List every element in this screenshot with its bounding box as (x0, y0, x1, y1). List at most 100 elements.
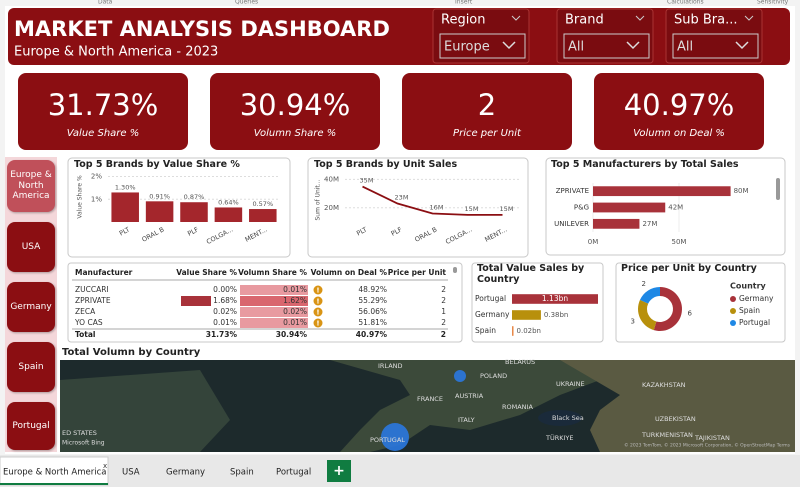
bar[interactable] (593, 186, 731, 197)
chevron (744, 15, 754, 21)
data-label: 42M (668, 204, 683, 212)
nav-button[interactable]: Spain (7, 342, 55, 392)
bar[interactable] (512, 310, 541, 320)
bar[interactable] (111, 192, 139, 222)
chart-title: Total Value Sales by Country (477, 263, 585, 285)
ribbon-label: Queries (235, 0, 258, 6)
table-cell: 55.29% (358, 296, 387, 305)
map-label: ED STATES (62, 429, 97, 437)
data-label: 16M (430, 203, 444, 211)
add-tab-icon[interactable]: + (333, 463, 345, 479)
map-label: IRLAND (378, 362, 403, 370)
bar[interactable] (214, 207, 243, 222)
chart-title: Top 5 Brands by Unit Sales (314, 159, 458, 170)
chart-title: Price per Unit by Country (621, 263, 757, 274)
donut-slice[interactable] (637, 299, 657, 331)
y-tick-label: 2% (91, 173, 102, 181)
bar[interactable] (512, 326, 514, 336)
map-copyright: © 2023 TomTom, © 2023 Microsoft Corporat… (624, 442, 791, 449)
map-land (560, 360, 795, 452)
map-label: TURKMENISTAN (641, 431, 693, 439)
bar[interactable] (593, 218, 640, 229)
table-cell: 56.06% (358, 307, 387, 316)
legend-label: Germany (739, 294, 774, 303)
data-label: 80M (734, 187, 749, 195)
add-tab[interactable] (327, 460, 351, 482)
category-label: Portugal (475, 294, 506, 303)
scrollbar[interactable] (776, 178, 780, 200)
page-tab[interactable] (0, 456, 109, 486)
warning-mark: ! (316, 298, 319, 306)
kpi-label: Volumn on Deal % (633, 128, 725, 139)
bar[interactable] (249, 209, 277, 222)
map-label: ROMANIA (502, 403, 533, 411)
chevron (502, 41, 516, 50)
nav-button[interactable]: Europe & North America (7, 160, 55, 212)
table-total: Total (75, 330, 96, 339)
page-tab[interactable] (218, 457, 262, 485)
data-label: 0.87% (184, 193, 205, 201)
donut-slice[interactable] (653, 287, 682, 331)
table-cell: YO CAS (74, 318, 103, 327)
map-label: TAJIKISTAN (694, 434, 730, 442)
line (362, 185, 503, 216)
tab-close[interactable]: x (103, 462, 107, 470)
data-label: 3 (630, 317, 634, 325)
data-label: 15M (500, 205, 514, 213)
bar[interactable] (512, 294, 598, 304)
category-label: ZPRIVATE (556, 187, 589, 195)
y-tick-label: 40M (324, 175, 339, 183)
chevron (626, 41, 640, 50)
y-tick-label: 20M (324, 204, 339, 212)
table-header: Value Share % (176, 268, 237, 277)
map-label: TÜRKIYE (545, 433, 574, 442)
legend-swatch (730, 308, 736, 314)
slicer-value: All (568, 40, 584, 55)
table-cell: 2 (441, 318, 446, 327)
warning-mark: ! (316, 287, 319, 295)
bar[interactable] (145, 201, 174, 222)
scrollbar[interactable] (453, 267, 457, 273)
map-label: ITALY (458, 416, 475, 424)
dropdown[interactable] (672, 33, 759, 59)
map-bubble[interactable] (381, 423, 409, 451)
ribbon-label: Sensitivity (757, 0, 789, 6)
page-tab[interactable] (264, 457, 324, 485)
kpi-card (402, 73, 572, 150)
cell-highlight (240, 307, 308, 317)
data-label: 1.13bn (542, 294, 568, 303)
donut-slice[interactable] (639, 287, 660, 304)
dropdown[interactable] (439, 33, 526, 59)
kpi-value: 2 (478, 88, 496, 122)
cell-highlight (240, 318, 308, 328)
page-tab[interactable] (110, 457, 152, 485)
legend-label: Spain (739, 306, 760, 315)
bar[interactable] (593, 202, 666, 213)
map-bubble[interactable] (454, 370, 466, 382)
nav-button[interactable]: USA (7, 222, 55, 272)
table-header: Volumn on Deal % (311, 268, 388, 277)
kpi-label: Value Share % (67, 128, 140, 139)
cell-highlight (240, 296, 308, 306)
warning-icon (313, 307, 323, 317)
chart-title: Top 5 Manufacturers by Total Sales (551, 159, 739, 170)
map-land (60, 370, 230, 452)
nav-button[interactable]: Germany (7, 282, 55, 332)
bar[interactable] (180, 202, 208, 222)
data-label: 0.38bn (544, 311, 568, 319)
table-cell: 1 (441, 307, 446, 316)
table-cell: 2 (441, 296, 446, 305)
data-label: 0.02bn (517, 327, 541, 335)
table-cell: ZECA (75, 307, 96, 316)
legend-swatch (730, 320, 736, 326)
category-label: UNILEVER (554, 220, 589, 228)
nav-button[interactable]: Portugal (7, 402, 55, 450)
page-tab-label: Europe & North America (3, 468, 106, 478)
warning-mark: ! (316, 320, 319, 328)
legend-label: Portugal (739, 318, 770, 327)
kpi-card (18, 73, 188, 150)
category-label: P&G (574, 204, 589, 212)
page-tab[interactable] (154, 457, 216, 485)
page-tab-label: USA (122, 468, 140, 478)
